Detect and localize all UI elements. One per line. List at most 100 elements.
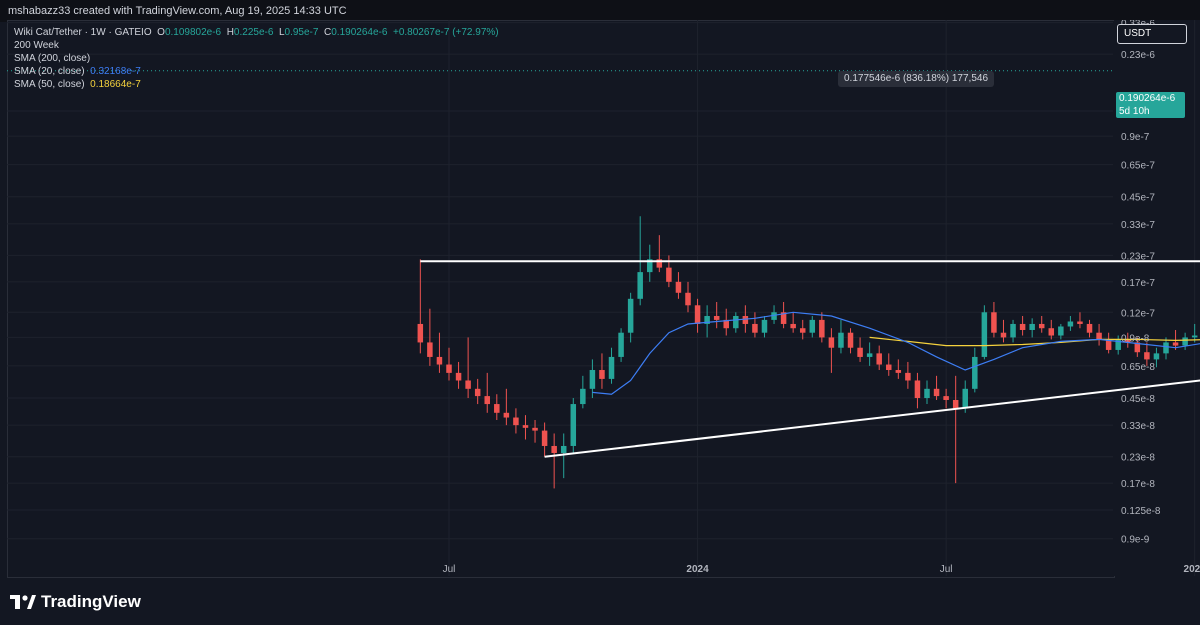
candle-body	[560, 445, 567, 453]
indicator-sma50[interactable]: SMA (50, close) 0.18664e-7	[14, 78, 499, 91]
footer	[0, 580, 1200, 625]
y-tick-label: 0.65e-8	[1121, 362, 1155, 373]
candle-body	[1144, 352, 1150, 360]
candle-body	[513, 417, 519, 426]
candle-body	[1077, 321, 1083, 324]
candle-body	[828, 337, 835, 348]
sma50-line	[869, 336, 1200, 347]
open-value: 0.109802e-6	[164, 27, 222, 38]
candle-body	[819, 319, 825, 338]
candle-body	[1153, 353, 1160, 360]
y-tick-label: 0.45e-7	[1121, 193, 1155, 204]
sma50-value: 0.18664e-7	[90, 79, 141, 90]
candle-body	[570, 404, 577, 446]
y-tick-label: 0.17e-8	[1121, 479, 1155, 490]
indicator-sma200[interactable]: SMA (200, close)	[14, 53, 91, 64]
candle-body	[465, 380, 471, 389]
last-price-tag: 0.190264e-6 5d 10h	[1116, 92, 1185, 118]
candle-body	[1038, 323, 1045, 329]
candle-body	[637, 272, 643, 299]
y-tick-label: 0.33e-8	[1121, 421, 1155, 432]
candle-body	[924, 388, 930, 399]
candle-body	[1010, 323, 1016, 338]
candle-body	[752, 323, 758, 333]
candle-body	[627, 298, 634, 333]
y-tick-label: 0.23e-7	[1121, 251, 1155, 262]
candle-body	[1086, 323, 1093, 333]
candle-body	[618, 332, 624, 357]
sma20-label: SMA (20, close)	[14, 66, 85, 77]
candle-body	[991, 312, 997, 333]
candle-body	[541, 430, 548, 446]
candle-body	[522, 425, 529, 428]
candle-body	[1182, 337, 1188, 346]
sma50-label: SMA (50, close)	[14, 79, 85, 90]
candle-body	[723, 319, 729, 329]
candle-body	[981, 312, 988, 357]
candle-body	[666, 267, 672, 282]
candle-body	[713, 316, 720, 320]
candle-body	[1134, 342, 1141, 353]
indicator-200-week[interactable]: 200 Week	[14, 40, 59, 51]
candle-body	[704, 316, 710, 324]
candle-body	[685, 292, 691, 306]
candle-body	[494, 404, 500, 413]
x-tick-label: Jul	[940, 564, 953, 575]
candle-body	[1000, 332, 1007, 338]
candle-body	[1019, 323, 1026, 330]
x-tick-label: 2025	[1184, 564, 1200, 575]
candle-body	[532, 427, 538, 431]
chart-panel[interactable]	[7, 20, 1115, 578]
y-tick-label: 0.9e-9	[1121, 535, 1150, 546]
candle-body	[895, 370, 902, 373]
candle-body	[484, 396, 490, 405]
change-value: +0.80267e-7 (+72.97%)	[392, 27, 499, 38]
candle-body	[656, 259, 663, 268]
high-label: H	[226, 27, 234, 38]
candle-body	[1096, 332, 1102, 340]
candle-body	[876, 353, 882, 365]
candle-body	[914, 380, 921, 399]
y-tick-label: 0.23e-8	[1121, 453, 1155, 464]
low-label: L	[278, 27, 285, 38]
candle-body	[847, 332, 854, 348]
low-value: 0.95e-7	[284, 27, 319, 38]
tradingview-logo[interactable]: TradingView	[10, 592, 141, 612]
symbol-title: Wiki Cat/Tether · 1W · GATEIO	[14, 27, 152, 38]
candle-body	[446, 364, 452, 373]
y-tick-label: 0.9e-8	[1121, 333, 1150, 344]
y-tick-label: 0.45e-8	[1121, 394, 1155, 405]
candle-body	[886, 364, 892, 371]
y-tick-label: 0.9e-7	[1121, 132, 1150, 143]
candle-body	[866, 353, 873, 357]
ohlc-row: Wiki Cat/Tether · 1W · GATEIO O0.109802e…	[14, 26, 499, 39]
candle-body	[1058, 326, 1064, 336]
candle-body	[771, 312, 777, 320]
candle-body	[647, 259, 653, 273]
attribution-bar: mshabazz33 created with TradingView.com,…	[0, 0, 1200, 22]
currency-selector[interactable]: USDT	[1117, 24, 1187, 44]
attribution-text: mshabazz33 created with TradingView.com,…	[8, 5, 347, 17]
candle-body	[427, 342, 433, 357]
candle-body	[694, 305, 701, 324]
candle-body	[780, 312, 787, 324]
candle-body	[933, 388, 940, 397]
y-tick-label: 0.17e-7	[1121, 278, 1155, 289]
candle-body	[1115, 339, 1121, 350]
candle-body	[733, 316, 739, 329]
candle-body	[809, 319, 816, 333]
chart-legend: Wiki Cat/Tether · 1W · GATEIO O0.109802e…	[14, 26, 499, 91]
indicator-sma20[interactable]: SMA (20, close) 0.32168e-7	[14, 65, 499, 78]
bar-countdown: 5d 10h	[1119, 106, 1150, 117]
candle-body	[838, 332, 844, 348]
sma20-value: 0.32168e-7	[90, 66, 141, 77]
candle-body	[436, 356, 443, 365]
tradingview-logo-icon	[10, 595, 36, 609]
candle-body	[1172, 342, 1179, 346]
candle-body	[1067, 321, 1074, 327]
x-tick-label: 2024	[686, 564, 709, 575]
candle-body	[790, 323, 796, 329]
chart-canvas[interactable]: 0.33e-60.23e-60.12e-60.9e-70.65e-70.45e-…	[7, 20, 1200, 576]
candle-body	[761, 319, 768, 333]
candle-body	[962, 388, 968, 409]
